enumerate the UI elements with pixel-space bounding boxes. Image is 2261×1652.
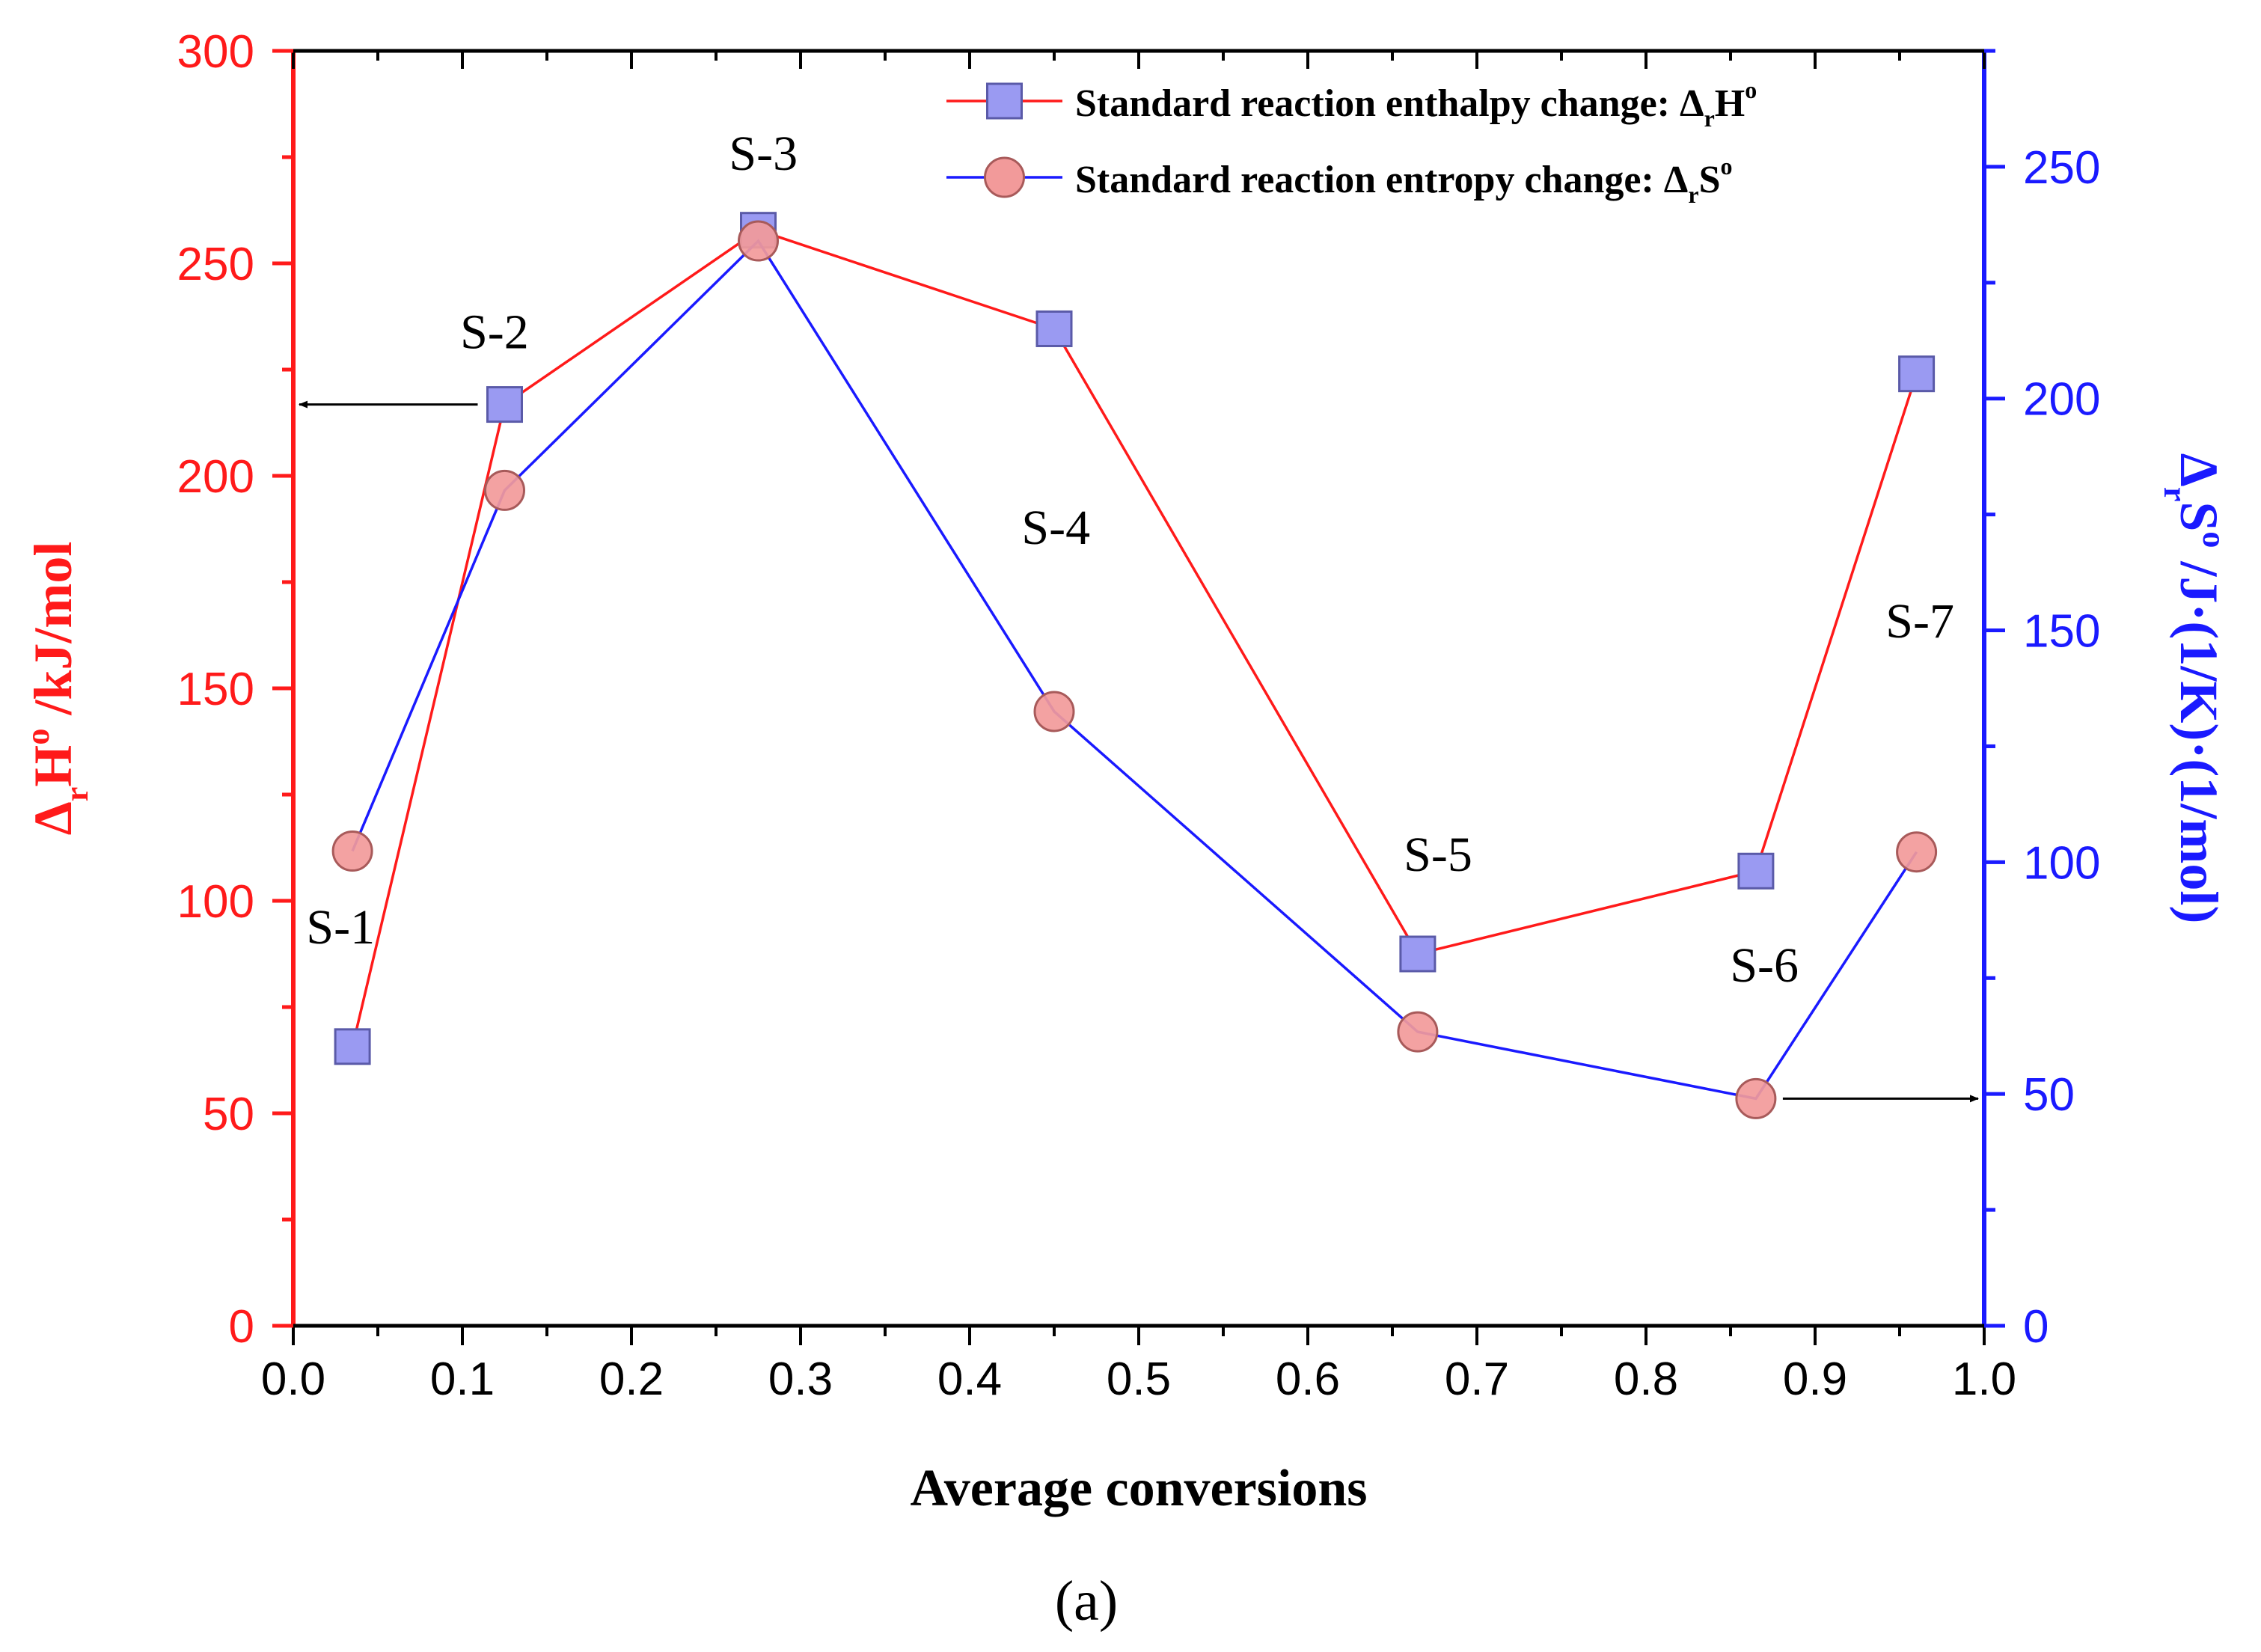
data-point-square — [1035, 310, 1073, 347]
y-left-tick-label: 200 — [177, 451, 254, 503]
point-labels: S-1 S-2 S-3 S-4 S-5 S-6 S-7 — [299, 126, 1979, 1103]
series-layer — [331, 212, 1938, 1119]
data-point-circle — [1033, 691, 1075, 732]
y-right-tick-label: 200 — [2023, 374, 2100, 426]
data-point-square — [1399, 935, 1437, 973]
y-right-tick-label: 250 — [2023, 142, 2100, 194]
data-point-square — [486, 386, 523, 423]
y-right-tick-label: 50 — [2023, 1069, 2075, 1121]
x-tick-label: 1.0 — [1952, 1353, 2016, 1405]
y-right-tick-label: 150 — [2023, 606, 2100, 658]
x-tick-label: 0.9 — [1783, 1353, 1847, 1405]
data-point-circle — [484, 469, 525, 511]
data-point-square — [1898, 355, 1936, 393]
x-tick-label: 0.1 — [430, 1353, 495, 1405]
point-label: S-7 — [1885, 594, 1954, 649]
series-line — [351, 239, 1918, 1101]
legend-marker-square — [986, 82, 1023, 120]
point-label: S-3 — [729, 126, 798, 181]
y-left-tick-label: 150 — [177, 664, 254, 715]
y-right-tick-label: 100 — [2023, 837, 2100, 889]
data-point-square — [1737, 852, 1775, 890]
y-right-tick-label: 0 — [2023, 1301, 2049, 1353]
y-left-tick-label: 0 — [229, 1301, 254, 1353]
x-tick-label: 0.5 — [1107, 1353, 1171, 1405]
point-label: S-1 — [306, 900, 375, 955]
data-point-square — [334, 1028, 371, 1065]
data-point-circle — [1735, 1077, 1777, 1119]
point-label: S-2 — [460, 305, 529, 360]
y-left-axis-title: ΔrHo /kJ/mol — [19, 542, 95, 836]
data-point-circle — [1397, 1011, 1439, 1053]
series-2 — [331, 220, 1938, 1119]
y-left-tick-label: 250 — [177, 239, 254, 290]
x-tick-label: 0.3 — [768, 1353, 833, 1405]
point-label: S-4 — [1021, 501, 1090, 555]
legend-label: Standard reaction enthalpy change: ΔrHo — [1075, 76, 1757, 132]
y-right-axis-title: ΔrSo /J·(1/K)·(1/mol) — [2157, 453, 2233, 924]
data-point-circle — [1896, 831, 1938, 873]
y-left-tick-label: 50 — [203, 1089, 254, 1140]
point-label: S-5 — [1404, 827, 1472, 882]
legend-entry-1: Standard reaction enthalpy change: ΔrHo — [946, 76, 1757, 132]
y-left-tick-label: 300 — [177, 26, 254, 78]
x-axis-title: Average conversions — [910, 1460, 1367, 1517]
y-left-tick-label: 100 — [177, 876, 254, 928]
point-label: S-6 — [1730, 938, 1799, 993]
x-tick-label: 0.0 — [261, 1353, 325, 1405]
x-tick-label: 0.2 — [599, 1353, 664, 1405]
data-point-circle — [331, 830, 373, 872]
series-line — [351, 228, 1918, 1047]
x-tick-label: 0.7 — [1445, 1353, 1509, 1405]
data-point-circle — [738, 220, 779, 262]
series-1 — [334, 212, 1936, 1065]
x-tick-label: 0.4 — [937, 1353, 1002, 1405]
legend: Standard reaction enthalpy change: ΔrHo S… — [946, 76, 1757, 208]
legend-label: Standard reaction entropy change: ΔrSo — [1075, 153, 1733, 208]
legend-marker-circle — [984, 156, 1025, 198]
x-tick-label: 0.8 — [1614, 1353, 1678, 1405]
axes: 0.0 0.1 0.2 0.3 0.4 0.5 0.6 0.7 0.8 0.9 1.00501001… — [19, 26, 2233, 1633]
legend-entry-2: Standard reaction entropy change: ΔrSo — [946, 153, 1733, 208]
figure-caption: (a) — [1055, 1570, 1118, 1633]
x-tick-label: 0.6 — [1276, 1353, 1340, 1405]
